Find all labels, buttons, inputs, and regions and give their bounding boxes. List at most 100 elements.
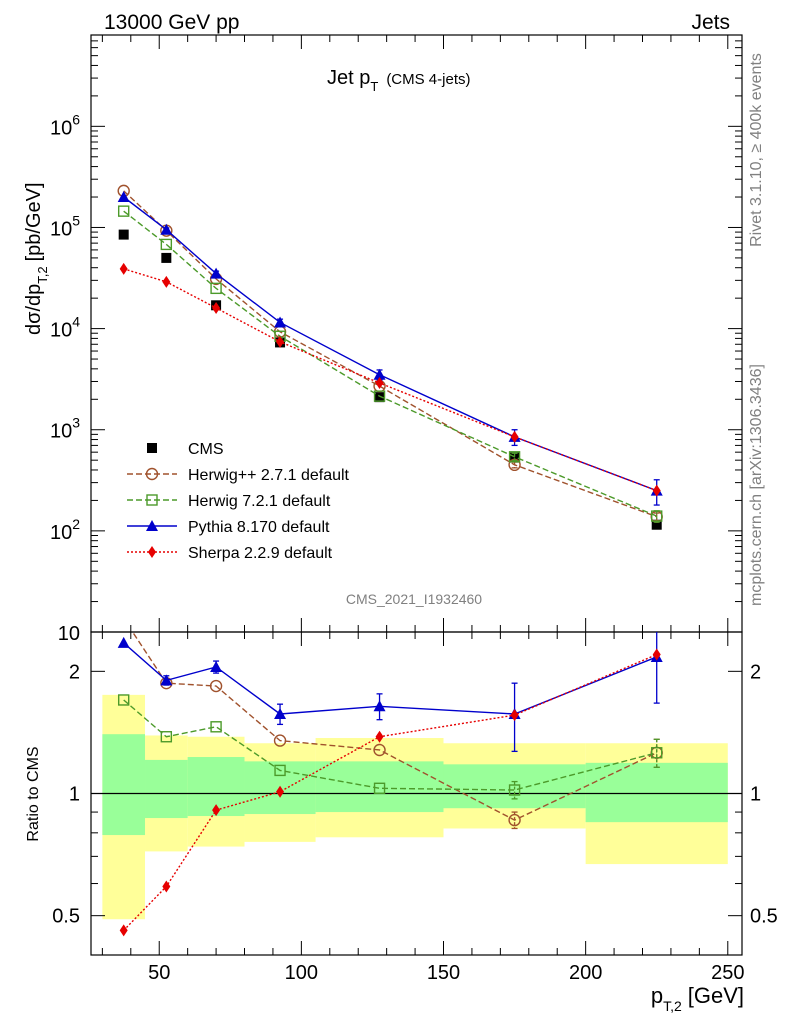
ratio-band-inner [443, 764, 586, 809]
ratio-point-sherpa-2-2-9-default [119, 924, 128, 937]
ratio-band-inner [145, 759, 188, 819]
main-y-tick-label: 106 [50, 111, 80, 139]
main-point-herwig-7-2-1-default [373, 390, 386, 402]
main-y-tick-base: 10 [58, 623, 80, 645]
ratio-band-inner [585, 762, 728, 823]
main-point-pythia-8-170-default [373, 368, 386, 380]
main-point-pythia-8-170-default [117, 191, 130, 203]
ratio-point-pythia-8-170-default [274, 707, 287, 719]
legend-marker [148, 546, 156, 558]
main-point-herwig-7-2-1-default [508, 451, 521, 463]
ratio-band-inner [315, 761, 444, 813]
ratio-point-sherpa-2-2-9-default [375, 730, 384, 743]
main-y-tick-exp: 3 [72, 415, 80, 431]
main-point-sherpa-2-2-9-default [652, 484, 661, 497]
main-y-tick-base: 10 [50, 218, 72, 240]
legend-label: Sherpa 2.2.9 default [188, 545, 333, 562]
legend-label: Herwig++ 2.7.1 default [188, 467, 350, 484]
ratio-point-herwig-7-2-1-default [508, 784, 521, 796]
ratio-y-tick-label-right: 1 [750, 784, 761, 806]
main-point-sherpa-2-2-9-default [510, 430, 519, 443]
rivet-label: Rivet 3.1.10, ≥ 400k events [748, 53, 765, 247]
main-y-tick-label: 10 [58, 623, 80, 645]
main-series-group [117, 184, 663, 530]
main-point-cms [118, 229, 129, 240]
ratio-ylabel: Ratio to CMS [25, 746, 42, 841]
main-point-cms [374, 392, 385, 403]
main-y-tick-label: 103 [50, 415, 80, 443]
main-point-sherpa-2-2-9-default [276, 335, 285, 348]
mcplots-label: mcplots.cern.ch [arXiv:1306.3436] [748, 364, 765, 606]
ratio-y-tick-label-left: 0.5 [52, 906, 80, 928]
main-point-sherpa-2-2-9-default [375, 376, 384, 389]
legend-marker [147, 443, 157, 453]
ratio-point-herwig-7-2-1-default [160, 731, 173, 743]
main-point-cms [651, 519, 662, 530]
ratio-point-herwig-2-7-1-default [273, 734, 287, 747]
legend-marker [146, 520, 158, 531]
legend-marker [146, 494, 158, 506]
ratio-y-tick-label-left: 1 [69, 784, 80, 806]
main-y-tick-exp: 2 [72, 516, 80, 532]
analysis-watermark: CMS_2021_I1932460 [346, 591, 482, 607]
header-left: 13000 GeV pp [104, 11, 239, 34]
main-point-pythia-8-170-default [160, 223, 173, 235]
main-y-tick-base: 10 [50, 320, 72, 342]
main-point-sherpa-2-2-9-default [212, 301, 221, 314]
main-y-tick-exp: 6 [72, 111, 80, 127]
ratio-point-herwig-7-2-1-default [651, 747, 663, 759]
main-y-tick-base: 10 [50, 421, 72, 443]
x-tick-label: 150 [427, 962, 460, 984]
main-y-tick-label: 104 [50, 314, 80, 342]
main-point-herwig-7-2-1-default [160, 238, 173, 251]
ratio-point-pythia-8-170-default [373, 700, 386, 712]
x-tick-label: 250 [711, 962, 744, 984]
main-y-tick-exp: 4 [72, 314, 80, 330]
ratio-y-tick-label-right: 2 [750, 661, 761, 683]
x-tick-label: 200 [569, 962, 602, 984]
main-point-herwig-7-2-1-default [210, 282, 222, 295]
ratio-point-sherpa-2-2-9-default [510, 709, 519, 722]
legend-label: CMS [188, 441, 224, 458]
main-point-sherpa-2-2-9-default [119, 262, 128, 275]
ratio-point-pythia-8-170-default [117, 636, 130, 648]
ratio-point-herwig-7-2-1-default [210, 721, 222, 733]
legend-label: Pythia 8.170 default [188, 519, 330, 536]
main-title: Jet pT (CMS 4-jets) [327, 67, 470, 94]
ratio-point-herwig-2-7-1-default [508, 813, 521, 827]
header-right: Jets [691, 11, 730, 34]
ratio-point-sherpa-2-2-9-default [212, 804, 221, 817]
ratio-line-pythia-8-170-default [123, 642, 657, 715]
legend-label: Herwig 7.2.1 default [188, 493, 331, 510]
ratio-band-inner [102, 734, 146, 836]
x-tick-label: 50 [148, 962, 170, 984]
ratio-point-herwig-7-2-1-default [373, 782, 386, 794]
main-ylabel: dσ/dpT,2[pb/GeV] [23, 182, 50, 335]
ratio-point-sherpa-2-2-9-default [652, 648, 661, 661]
main-y-tick-label: 105 [50, 212, 80, 240]
x-axis-label: pT,2 [GeV] [651, 983, 744, 1014]
x-tick-label: 100 [285, 962, 318, 984]
ratio-point-pythia-8-170-default [160, 674, 173, 686]
ratio-y-tick-label-left: 2 [69, 661, 80, 683]
ratio-point-herwig-7-2-1-default [117, 694, 130, 706]
main-y-tick-exp: 5 [72, 212, 80, 228]
ratio-series-group [117, 632, 663, 937]
main-point-pythia-8-170-default [210, 267, 223, 279]
main-frame [90, 34, 743, 633]
ratio-point-herwig-7-2-1-default [274, 764, 286, 777]
ratio-point-sherpa-2-2-9-default [276, 785, 285, 798]
ratio-point-herwig-2-7-1-default [373, 743, 386, 757]
main-point-sherpa-2-2-9-default [162, 275, 171, 288]
legend-marker [145, 467, 159, 481]
main-y-tick-label: 102 [50, 516, 80, 544]
main-point-cms [161, 252, 172, 263]
main-point-herwig-7-2-1-default [117, 205, 130, 217]
main-point-herwig-7-2-1-default [651, 510, 663, 522]
main-point-cms [509, 452, 520, 463]
ratio-y-tick-label-right: 0.5 [750, 906, 778, 928]
ratio-point-pythia-8-170-default [210, 660, 223, 672]
